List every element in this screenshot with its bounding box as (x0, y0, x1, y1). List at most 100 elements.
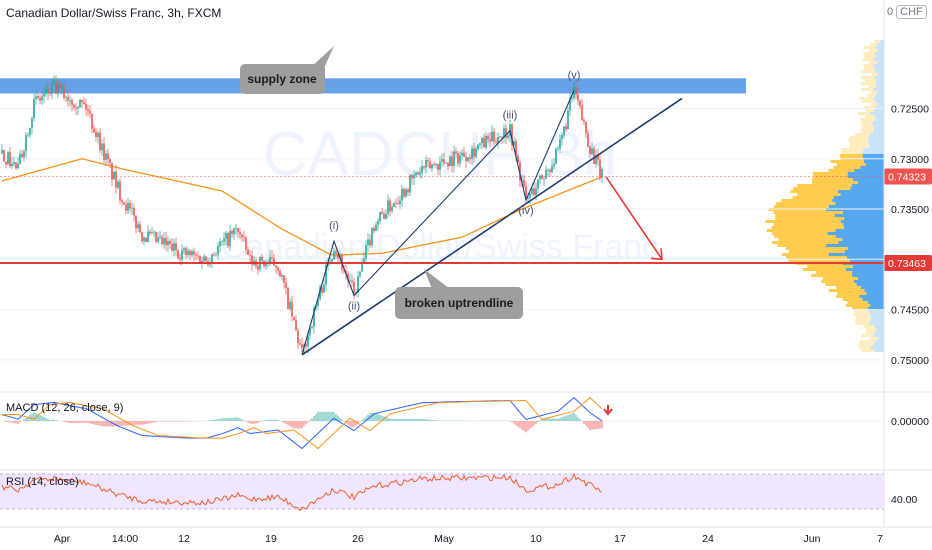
macd-histogram-bar (415, 418, 417, 421)
macd-histogram-bar (233, 417, 235, 421)
time-tick-label: 17 (614, 533, 626, 545)
macd-histogram-bar (219, 418, 221, 421)
macd-histogram-bar (223, 418, 225, 421)
volume-profile-bar-up (773, 211, 843, 214)
volume-profile-bar-up (866, 328, 877, 331)
candle-body (317, 299, 319, 306)
macd-histogram-bar (431, 419, 433, 421)
macd-histogram-bar (109, 421, 111, 427)
candle-body (61, 86, 63, 89)
candle-body (493, 131, 495, 142)
volume-profile-bar-down (859, 295, 884, 298)
macd-histogram-bar (521, 421, 523, 430)
volume-profile-bar-down (840, 193, 884, 196)
time-tick-label: Apr (54, 533, 71, 545)
volume-profile-bar-up (773, 205, 829, 208)
volume-profile-bar-up (785, 247, 849, 250)
candle-body (105, 153, 107, 160)
candle-body (433, 164, 435, 166)
macd-histogram-bar (101, 421, 103, 427)
candle-body (297, 330, 299, 344)
candle-body (119, 181, 121, 201)
macd-histogram-bar (401, 418, 403, 421)
candle-body (283, 275, 285, 283)
candle-body (185, 248, 187, 255)
volume-profile-bar-up (858, 346, 871, 349)
volume-profile-bar-up (861, 88, 874, 91)
price-tick-label: 0.72500 (891, 103, 929, 115)
candle-body (161, 236, 163, 244)
candle-body (575, 87, 577, 95)
candle-body (401, 188, 403, 201)
candle-body (205, 256, 207, 261)
candle-body (31, 118, 33, 128)
volume-profile-bar-up (771, 232, 828, 235)
candle-body (99, 132, 101, 151)
volume-profile-bar-up (797, 184, 852, 187)
rsi-label[interactable]: RSI (14, close) (6, 476, 79, 488)
volume-profile-bar-up (807, 265, 853, 268)
macd-histogram-bar (81, 421, 83, 423)
volume-profile-bar-down (875, 79, 884, 82)
candle-body (257, 266, 259, 270)
macd-histogram-bar (27, 416, 29, 421)
macd-histogram-bar (211, 420, 213, 421)
macd-label[interactable]: MACD (12, 26, close, 9) (6, 402, 124, 414)
currency-prefix: 0 (887, 6, 894, 18)
volume-profile-bar-up (859, 97, 874, 100)
candle-body (245, 237, 247, 250)
candle-body (431, 164, 433, 169)
volume-profile-bar-up (830, 160, 864, 163)
volume-profile-bar-down (866, 292, 884, 295)
volume-profile-bar-down (865, 163, 884, 166)
macd-histogram-bar (15, 421, 17, 424)
volume-profile-bar-down (844, 217, 884, 220)
candle-body (407, 189, 409, 193)
volume-profile-bar-up (861, 334, 874, 337)
candle-body (237, 228, 239, 233)
price-tick-label: 0.74500 (891, 305, 929, 317)
currency-indicator[interactable]: 0 CHF (887, 5, 927, 19)
volume-profile-bar-up (856, 316, 872, 319)
candle-body (461, 152, 463, 156)
macd-histogram-bar (141, 421, 143, 425)
macd-histogram-bar (577, 417, 579, 421)
candle-body (551, 166, 553, 173)
volume-profile-bar-down (860, 166, 884, 169)
macd-histogram-bar (373, 413, 375, 421)
macd-histogram-bar (95, 421, 97, 425)
macd-histogram-bar (313, 416, 315, 421)
candle-body (155, 231, 157, 242)
candle-body (393, 202, 395, 207)
candle-body (421, 165, 423, 173)
candle-body (77, 107, 79, 109)
volume-profile-bar-down (867, 301, 884, 304)
volume-profile-bar-up (788, 250, 845, 253)
macd-histogram-bar (11, 421, 13, 423)
candle-body (583, 120, 585, 122)
supply-zone-callout (240, 64, 325, 94)
volume-profile-bar-up (781, 199, 833, 202)
macd-histogram-bar (227, 417, 229, 421)
volume-profile-bar-up (836, 163, 866, 166)
candle-body (555, 148, 557, 164)
volume-profile-bar-up (822, 277, 858, 280)
candle-body (295, 319, 297, 331)
chart-title: Canadian Dollar/Swiss Franc, 3h, FXCM (6, 6, 222, 20)
macd-histogram-bar (273, 419, 275, 421)
volume-profile-bar-up (861, 127, 874, 130)
macd-histogram-bar (413, 418, 415, 421)
volume-profile-bar-down (826, 244, 884, 247)
macd-histogram-bar (173, 421, 175, 422)
candle-body (191, 251, 193, 256)
macd-histogram-bar (339, 417, 341, 421)
candle-body (409, 175, 411, 193)
macd-histogram-bar (367, 414, 369, 421)
candle-body (389, 200, 391, 212)
volume-profile-bar-up (864, 55, 876, 58)
volume-profile-bar-down (877, 61, 884, 64)
volume-profile-bar-down (854, 169, 884, 172)
candle-body (571, 98, 573, 99)
macd-histogram-bar (269, 419, 271, 421)
